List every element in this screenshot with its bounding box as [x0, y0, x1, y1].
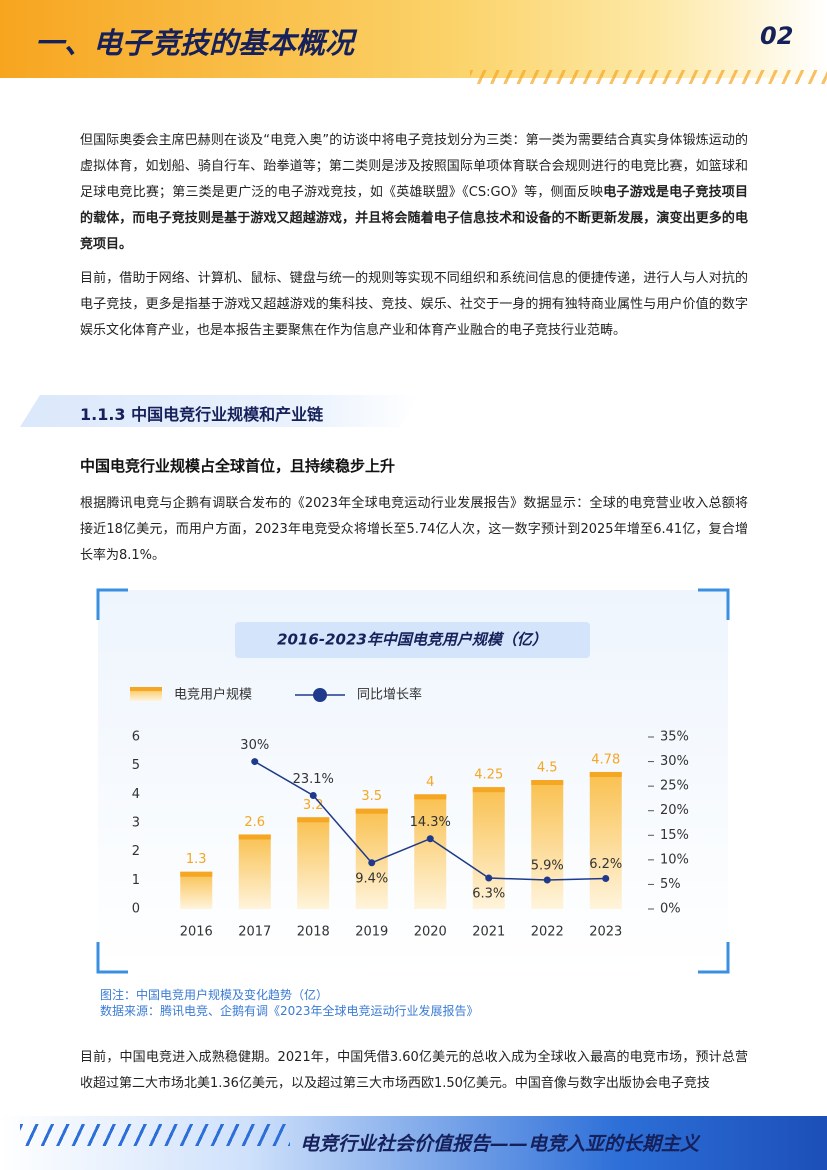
y-tick-label: 0 [132, 902, 140, 917]
bar-value-label: 4 [426, 775, 434, 790]
x-tick-label: 2016 [180, 925, 213, 940]
line-value-label: 6.3% [472, 887, 505, 902]
paragraph: 目前，借助于网络、计算机、鼠标、键盘与统一的规则等实现不同组织和系统间信息的便捷… [80, 271, 748, 338]
bar-value-label: 2.6 [244, 815, 265, 830]
x-tick-label: 2022 [531, 925, 564, 940]
y2-tick-label: 20% [660, 803, 689, 818]
x-tick-label: 2018 [297, 925, 330, 940]
footer-text: 电竞行业社会价值报告——电竞入亚的长期主义 [300, 1133, 700, 1155]
bar [472, 787, 505, 909]
bar-cap [531, 780, 564, 785]
bar [414, 794, 447, 909]
bar-value-label: 3.5 [361, 789, 382, 804]
line-value-label: 6.2% [589, 857, 622, 872]
page-number: 02 [760, 22, 794, 50]
line-value-label: 30% [240, 738, 269, 753]
section-heading: 1.1.3 中国电竞行业规模和产业链 [80, 405, 324, 424]
paragraph: 目前，中国电竞进入成熟稳健期。2021年，中国凭借3.60亿美元的总收入成为全球… [80, 1050, 748, 1091]
y-tick-label: 3 [132, 816, 140, 831]
bar-cap [297, 817, 330, 823]
line-point [543, 876, 551, 884]
bar-value-label: 4.25 [474, 768, 503, 783]
y-tick-label: 2 [132, 844, 140, 859]
legend-swatch-cap [130, 687, 162, 691]
title-band [235, 622, 590, 658]
line-point [485, 874, 493, 882]
line-point [426, 835, 434, 843]
text: 但国际奥委会主席巴赫则在谈及“电竞入奥”的访谈中将电子竞技划分为三类：第一类为需… [80, 133, 748, 200]
bar [180, 871, 213, 909]
legend-label: 电竞用户规模 [174, 687, 252, 703]
bar-cap [180, 871, 213, 877]
y2-tick-label: 5% [660, 877, 681, 892]
line-point [368, 859, 376, 867]
caption: 数据来源：腾讯电竞、企鹅有调《2023年全球电竞运动行业发展报告》 [100, 1004, 479, 1018]
x-tick-label: 2017 [238, 925, 271, 940]
footer-stripes [20, 1124, 290, 1146]
x-tick-label: 2021 [472, 925, 505, 940]
chart-title: 2016-2023年中国电竞用户规模（亿） [277, 631, 547, 649]
paragraph: 根据腾讯电竞与企鹅有调联合发布的《2023年全球电竞运动行业发展报告》数据显示：… [80, 496, 748, 563]
bar-cap [238, 834, 271, 840]
bar [238, 834, 271, 909]
chart: 2016-2023年中国电竞用户规模（亿） 电竞用户规模 同比增长率 0 1 2 3 4 5 6… [96, 588, 730, 974]
bar [531, 780, 564, 909]
line-point [251, 758, 259, 766]
bar-value-label: 4.5 [537, 761, 558, 776]
y-tick-label: 4 [132, 787, 140, 802]
paragraph: 但国际奥委会主席巴赫则在谈及“电竞入奥”的访谈中将电子竞技划分为三类：第一类为需… [80, 128, 748, 258]
subheading: 中国电竞行业规模占全球首位，且持续稳步上升 [80, 457, 396, 475]
section-band [20, 395, 420, 427]
x-tick-label: 2019 [355, 925, 388, 940]
bar-cap [472, 787, 505, 793]
line-value-label: 14.3% [410, 815, 451, 830]
bar-value-label: 3.2 [303, 798, 324, 813]
line-point [602, 875, 610, 883]
bar-cap [414, 794, 447, 800]
bar [589, 771, 622, 909]
header-band [0, 0, 827, 78]
y-tick-label: 5 [132, 758, 140, 773]
header-title: 一、电子竞技的基本概况 [35, 26, 355, 60]
y-tick-label: 1 [132, 873, 140, 888]
y2-tick-label: 15% [660, 828, 689, 843]
x-tick-label: 2023 [589, 925, 622, 940]
bar-value-label: 4.78 [591, 752, 620, 767]
y2-tick-label: 0% [660, 902, 681, 917]
x-tick-label: 2020 [414, 925, 447, 940]
captions: 图注：中国电竞用户规模及变化趋势（亿） 数据来源：腾讯电竞、企鹅有调《2023年… [100, 987, 479, 1019]
legend-label: 同比增长率 [357, 687, 422, 703]
line-point [309, 791, 317, 799]
line-value-label: 23.1% [293, 772, 334, 787]
legend-dot [313, 688, 327, 702]
y2-tick-label: 35% [660, 730, 689, 745]
bar-value-label: 1.3 [186, 852, 207, 867]
y2-tick-label: 25% [660, 779, 689, 794]
bar-cap [355, 808, 388, 814]
bar [297, 817, 330, 909]
header-stripes [470, 70, 827, 84]
line-value-label: 5.9% [531, 859, 564, 874]
frame-corners [96, 588, 730, 974]
emphasis: 电子游戏是电子竞技项目的载体，而电子竞技则是基于游戏又超越游戏，并且将会随着电子… [80, 185, 748, 252]
y2-tick-label: 30% [660, 754, 689, 769]
line-value-label: 9.4% [355, 871, 388, 886]
y2-tick-label: 10% [660, 852, 689, 867]
y-tick-label: 6 [132, 730, 140, 745]
bar-cap [589, 771, 622, 777]
caption: 图注：中国电竞用户规模及变化趋势（亿） [100, 988, 329, 1002]
